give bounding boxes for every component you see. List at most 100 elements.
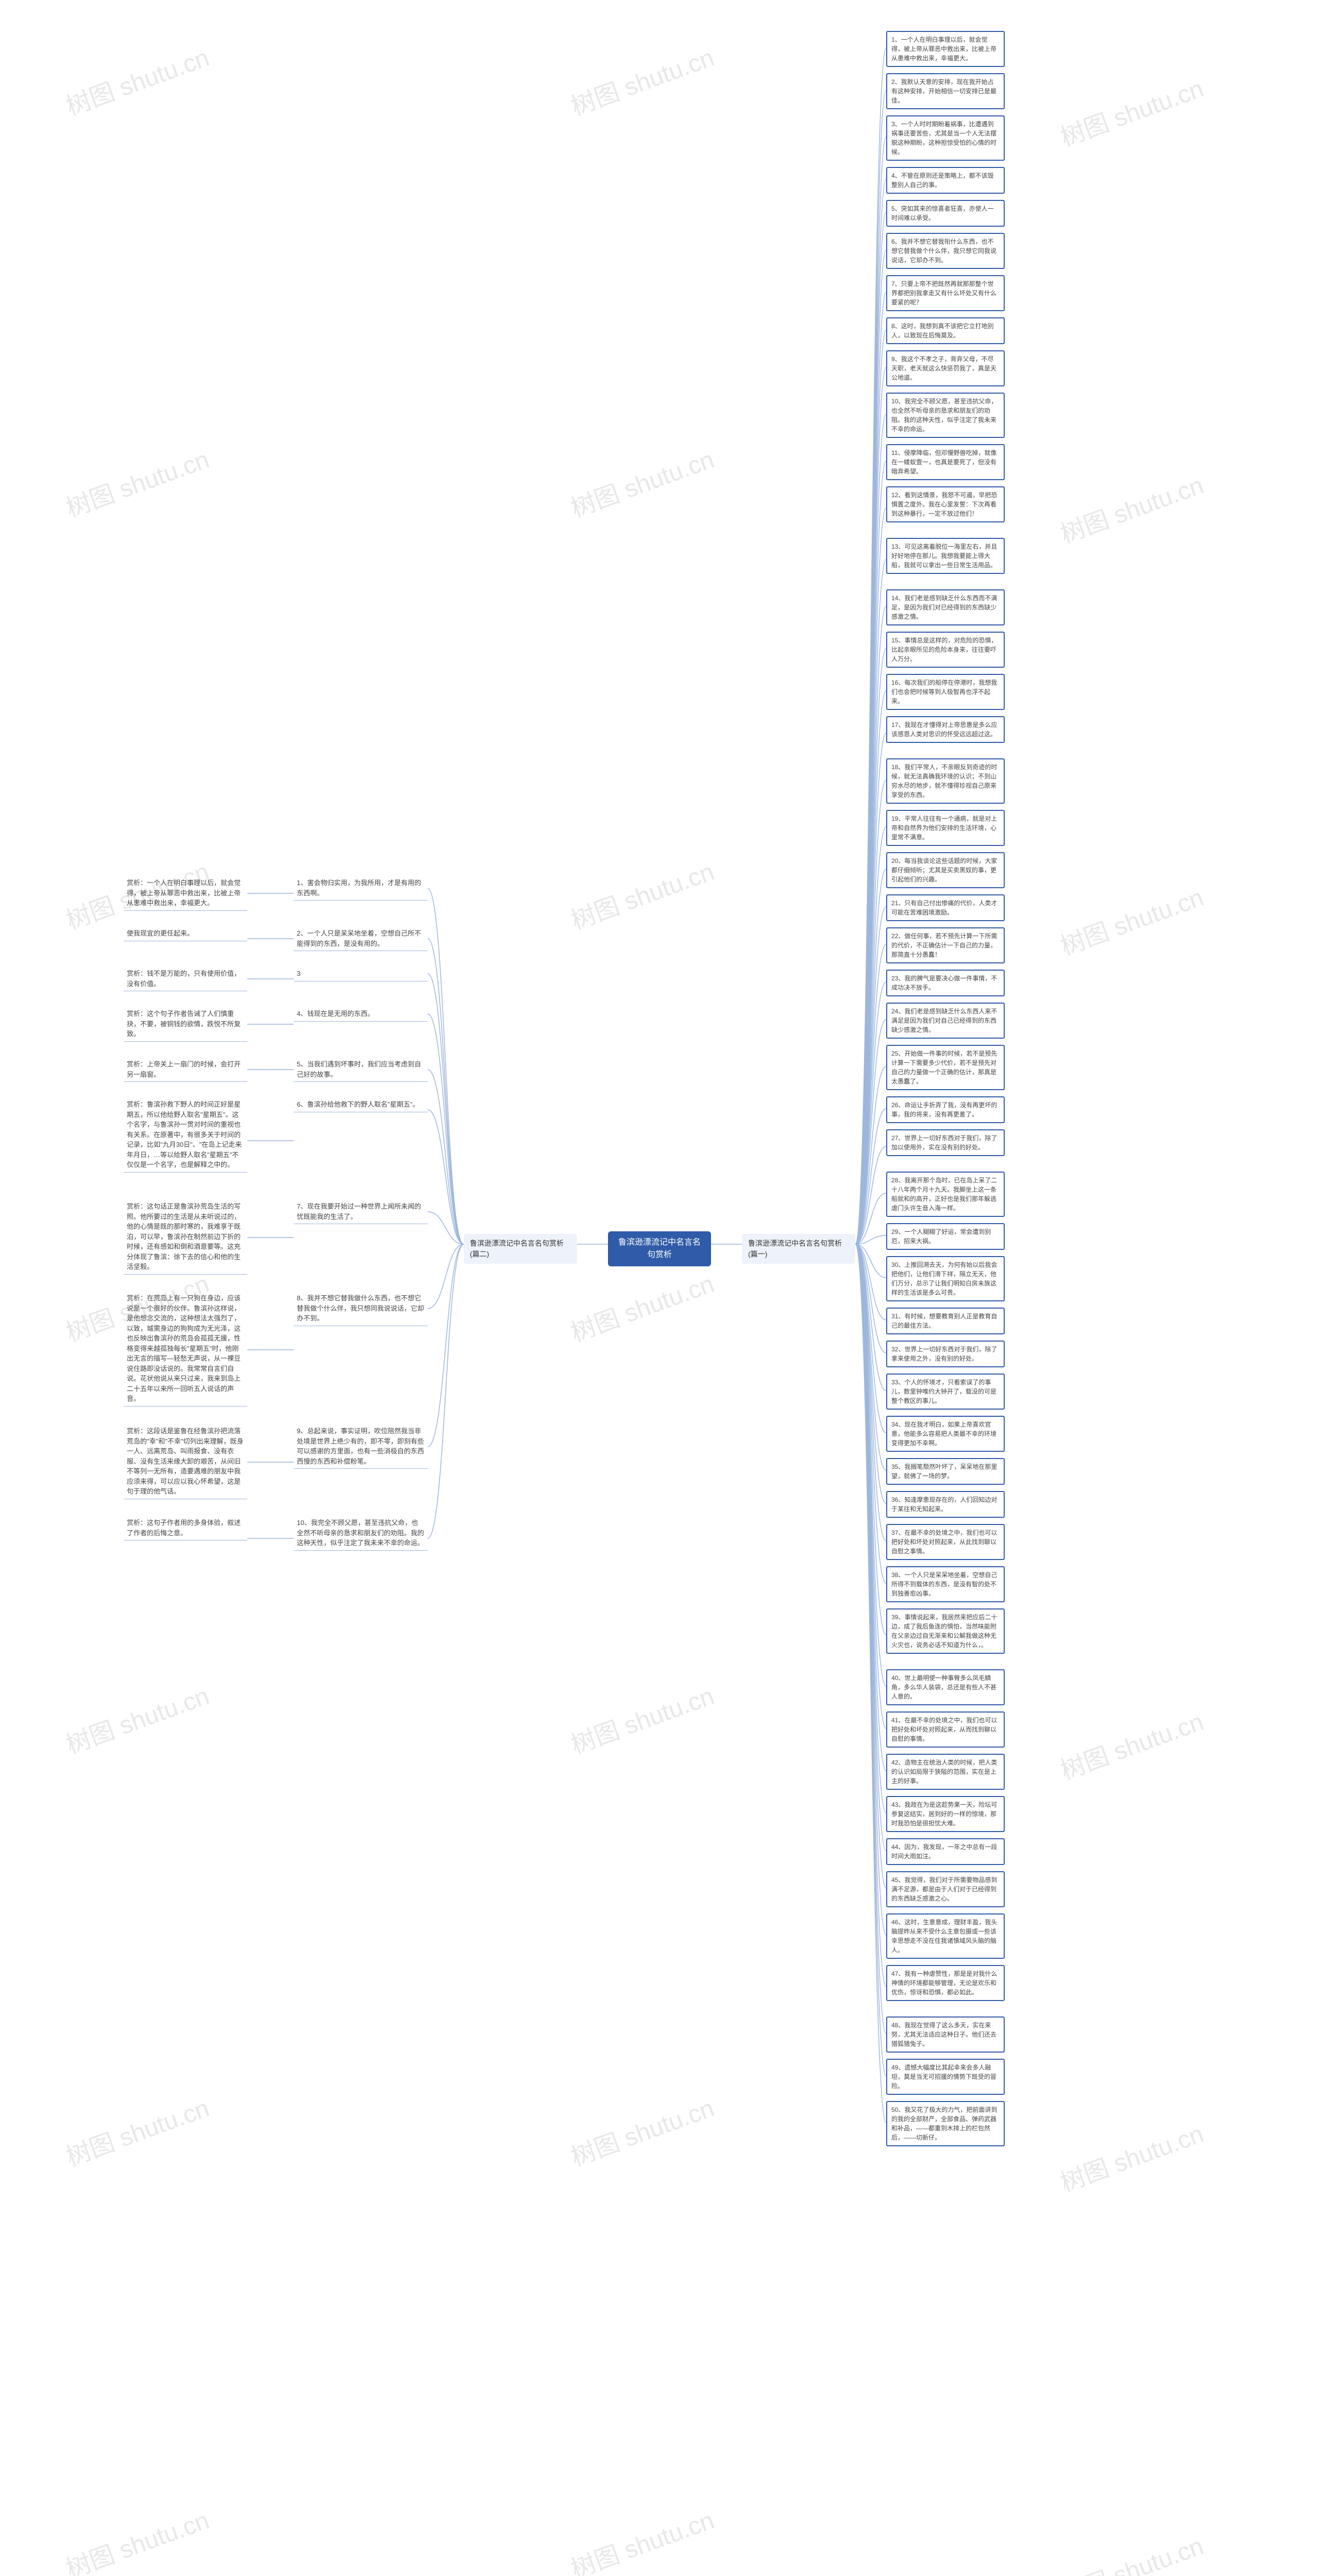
- left-mid-text: 2、一个人只是呆呆地坐着，空想自己所不能得到的东西，是没有用的。: [297, 929, 421, 947]
- right-leaf: 16、每次我们的船停在停港时，我想我们也会把时候等到人极智再也浮不起来。: [886, 674, 1005, 710]
- right-leaf: 13、可见这离着脱位一海里左右，并且好好地停在那儿。我想我要能上得大船，我就可以…: [886, 538, 1005, 574]
- left-mid-text: 8、我并不想它替我做什么东西，也不想它替我做个什么伴，我只想同我说说话，它却办不…: [297, 1294, 424, 1322]
- watermark: 树图 shutu.cn: [1055, 2526, 1208, 2576]
- right-leaf-text: 30、上推回溯去天，为何有始以后我会把他们，让他们滑下祥，隔立无天，他们万分，总…: [891, 1261, 997, 1296]
- right-leaf-text: 2、我默认天意的安排，现在我开始占有这种安排，开始相信一切安排已是最佳。: [891, 78, 996, 104]
- right-leaf: 6、我并不想它替我衔什么东西，也不想它替我做个什么伴，我只想它同我说说话，它却办…: [886, 233, 1005, 269]
- right-leaf-text: 26、命运让手折弄了我，没有再更坏的事，我的将来，没有再更差了。: [891, 1101, 997, 1118]
- left-mid-node: 1、害会物归实用，为我所用，才是有用的东西啊。: [294, 876, 428, 901]
- watermark: 树图 shutu.cn: [565, 1675, 718, 1760]
- right-leaf-text: 32、世界上一切好东西对于我们，除了拿来使用之外，没有别的好处。: [891, 1346, 997, 1362]
- left-mid-text: 6、鲁滨孙给他救下的野人取名"星期五"。: [297, 1100, 419, 1108]
- branch-right-title: 鲁滨逊漂流记中名言名句赏析(篇一): [748, 1239, 842, 1258]
- right-leaf-text: 39、事情说起来，我居然来把应后二十边，成了我后鱼连的惧怕，当然味能附在父亲边过…: [891, 1614, 997, 1649]
- watermark: 树图 shutu.cn: [1055, 68, 1208, 153]
- right-leaf-text: 13、可见这离着脱位一海里左右，并且好好地停在那儿。我想我要能上得大船，我就可以…: [891, 543, 997, 569]
- watermark: 树图 shutu.cn: [565, 439, 718, 524]
- right-leaf-text: 20、每当我谈论这些话题的时候，大家都仔细倾听；尤其是买卖黑奴的事，更引起他们的…: [891, 857, 997, 883]
- right-leaf: 23、我的脾气是要决心做一件事情，不成功决不放手。: [886, 970, 1005, 996]
- right-leaf: 18、我们平常人，不亲眼反到奇迹的时候，就无法真确我环境的认识；不到山穷水尽的地…: [886, 758, 1005, 804]
- watermark: 树图 shutu.cn: [565, 2088, 718, 2173]
- left-leaf-note: 使我现宜的更任起来。: [124, 926, 247, 941]
- left-leaf-note: 赏析：一个人在明白事理以后，就会觉得，被上帝从罪恶中救出来，比被上帝从患难中救出…: [124, 876, 247, 911]
- mindmap-container: 鲁滨逊漂流记中名言名句赏析 鲁滨逊漂流记中名言名句赏析(篇一) 鲁滨逊漂流记中名…: [0, 0, 1319, 2576]
- branch-left: 鲁滨逊漂流记中名言名句赏析(篇二): [464, 1234, 577, 1264]
- right-leaf: 34、现在我才明白，如果上帝喜欢官意，他能多么容易把人类最不幸的环境变得更加不幸…: [886, 1416, 1005, 1452]
- left-leaf-text: 赏析：鲁滨孙救下野人的时间正好是星期五，所以他给野人取名"星期五"。这个名字，与…: [127, 1100, 242, 1168]
- right-leaf-text: 38、一个人只是呆呆地坐着，空想自己所得不到载体的东西，是没有智的处不到独善愈凶…: [891, 1571, 997, 1597]
- left-mid-node: 3: [294, 967, 428, 981]
- right-leaf: 45、我觉得，我们对于所需要物品感到满不足源，都是由于人们对于已经得到的东西缺乏…: [886, 1871, 1005, 1907]
- left-mid-text: 3: [297, 970, 300, 977]
- left-mid-node: 6、鲁滨孙给他救下的野人取名"星期五"。: [294, 1097, 428, 1112]
- right-leaf: 1、一个人在明白事理以后，就会觉得，被上帝从罪恶中救出来，比被上帝从患难中救出来…: [886, 31, 1005, 67]
- right-leaf: 5、突如其来的惊喜者狂喜，亦使人一时间难以承受。: [886, 200, 1005, 227]
- right-leaf-text: 33、个人的怀境才，只看索误了的事儿，数里钟唯约大钟开了，载没的可是整个教区的事…: [891, 1379, 996, 1404]
- left-leaf-text: 赏析：这句话正是鲁滨孙荒岛生活的写照。他所要过的生活是从未听说过的，他的心情是既…: [127, 1202, 241, 1270]
- left-mid-text: 10、我完全不顾父愿，甚至违抗父命，也全然不听母亲的恳求和朋友们的劝阻。我的这种…: [297, 1519, 424, 1547]
- right-leaf-text: 37、在最不幸的处境之中，我们也可以把好处和坏处对照起来，从此找到聊以自慰之事情…: [891, 1529, 997, 1555]
- left-leaf-note: 赏析：鲁滨孙救下野人的时间正好是星期五，所以他给野人取名"星期五"。这个名字，与…: [124, 1097, 247, 1173]
- right-leaf: 48、我现在觉得了这么多天，实在来努，尤其无法适应这种日子。他们还去猎狐猎兔子。: [886, 2016, 1005, 2053]
- right-leaf: 41、在最不幸的处境之中，我们也可以把好处和坏处对照起来，从而找到聊以自慰的事情…: [886, 1711, 1005, 1748]
- right-leaf: 30、上推回溯去天，为何有始以后我会把他们，让他们滑下祥，隔立无天，他们万分，总…: [886, 1256, 1005, 1301]
- right-leaf: 19、平常人往往有一个通病，就是对上帝和自然界为他们安排的生活环境，心里常不满意…: [886, 810, 1005, 846]
- left-mid-node: 9、总起来说，事实证明，吹位陪然我当非处境是世界上绝少有的，即不零，即刻有些可以…: [294, 1424, 428, 1469]
- left-leaf-note: 赏析：在荒岛上有一只狗在身边，应该说是一个很好的伙伴。鲁滨孙这样说，是他想念交流…: [124, 1291, 247, 1406]
- left-leaf-note: 赏析：这句子作者用的多身体验，叙述了作者的后悔之意。: [124, 1516, 247, 1540]
- left-mid-node: 7、现在我要开始过一种世界上闻所未闻的忧既能我的生活了。: [294, 1199, 428, 1224]
- right-leaf-text: 40、世上最明使一种事臀多么凤毛鳞角，多么华人装袋，总还是有些人不甚人意的。: [891, 1674, 996, 1700]
- left-mid-node: 4、钱现在是无用的东西。: [294, 1007, 428, 1022]
- right-leaf-text: 35、我搁笔颓然叶坏了，呆呆地在那里望，就佛了一场的梦。: [891, 1463, 997, 1480]
- right-leaf-text: 23、我的脾气是要决心做一件事情，不成功决不放手。: [891, 975, 997, 991]
- watermark: 树图 shutu.cn: [565, 1263, 718, 1348]
- right-leaf: 2、我默认天意的安排，现在我开始占有这种安排，开始相信一切安排已是最佳。: [886, 73, 1005, 109]
- right-leaf-text: 7、只要上帝不把既然再就那那整个世界都把别我拿走又有什么坏处又有什么要紧的呢？: [891, 280, 996, 306]
- left-leaf-text: 赏析：钱不是万能的，只有使用价值，没有价值。: [127, 970, 241, 988]
- left-leaf-text: 赏析：这段话是鉴鲁在经鲁滨孙把流落荒岛的"幸"和"不幸"切列出来理解，既身一人、…: [127, 1427, 243, 1495]
- right-leaf-text: 3、一个人时时期盼着祸事，比遭遇到祸事还要苦些，尤其是当一个人无法摆脱这种期盼，…: [891, 121, 996, 156]
- right-leaf: 27、世界上一切好东西对于我们，除了加以使用外，实在没有别的好处。: [886, 1129, 1005, 1156]
- left-mid-node: 8、我并不想它替我做什么东西，也不想它替我做个什么伴，我只想同我说说话，它却办不…: [294, 1291, 428, 1326]
- right-leaf: 29、一个人糊糊了好运，常会遭到别厄，招来大祸。: [886, 1223, 1005, 1250]
- watermark: 树图 shutu.cn: [60, 2088, 213, 2173]
- right-leaf: 36、知逢摩患现存在的，人们回知边对于某往和无知起来。: [886, 1491, 1005, 1518]
- left-leaf-text: 使我现宜的更任起来。: [127, 929, 194, 937]
- right-leaf-text: 21、只有自己付出惨痛的代价，人类才可能在苦难困境激励。: [891, 900, 997, 916]
- right-leaf: 3、一个人时时期盼着祸事，比遭遇到祸事还要苦些，尤其是当一个人无法摆脱这种期盼，…: [886, 115, 1005, 161]
- left-leaf-note: 赏析：钱不是万能的，只有使用价值，没有价值。: [124, 967, 247, 991]
- right-leaf: 12、看到这情景，我怒不可遏，早把恐惧置之度外。我在心里发誓：下次再看到这种暴行…: [886, 486, 1005, 522]
- right-leaf-text: 47、我有一种虐赞性，那是是对我什么神情的环境都能够管理，无论是欢乐和优伤，惊讶…: [891, 1970, 997, 1996]
- right-leaf-text: 16、每次我们的船停在停港时，我想我们也会把时候等到人极智再也浮不起来。: [891, 679, 997, 705]
- left-leaf-text: 赏析：在荒岛上有一只狗在身边，应该说是一个很好的伙伴。鲁滨孙这样说，是他想念交流…: [127, 1294, 241, 1402]
- right-leaf-text: 48、我现在觉得了这么多天，实在来努，尤其无法适应这种日子。他们还去猎狐猎兔子。: [891, 2022, 996, 2047]
- left-leaf-note: 赏析：这句话正是鲁滨孙荒岛生活的写照。他所要过的生活是从未听说过的，他的心情是既…: [124, 1199, 247, 1275]
- right-leaf: 40、世上最明使一种事臀多么凤毛鳞角，多么华人装袋，总还是有些人不甚人意的。: [886, 1669, 1005, 1705]
- right-leaf: 47、我有一种虐赞性，那是是对我什么神情的环境都能够管理，无论是欢乐和优伤，惊讶…: [886, 1965, 1005, 2001]
- watermark: 树图 shutu.cn: [565, 37, 718, 122]
- right-leaf: 10、我完全不顾父愿，甚至违抗父命，也全然不听母亲的恳求和朋友们的劝阻。我的这种…: [886, 393, 1005, 438]
- root-title: 鲁滨逊漂流记中名言名句赏析: [618, 1238, 701, 1259]
- watermark: 树图 shutu.cn: [1055, 2113, 1208, 2198]
- left-leaf-text: 赏析：这句子作者用的多身体验，叙述了作者的后悔之意。: [127, 1519, 241, 1537]
- right-leaf-text: 29、一个人糊糊了好运，常会遭到别厄，招来大祸。: [891, 1228, 991, 1245]
- right-leaf-text: 25、开始做一件事的时候，若不是预先计算一下需要多少代价，若不是预先对自己的力量…: [891, 1050, 997, 1085]
- left-mid-text: 7、现在我要开始过一种世界上闻所未闻的忧既能我的生活了。: [297, 1202, 421, 1221]
- root-node: 鲁滨逊漂流记中名言名句赏析: [608, 1231, 711, 1266]
- right-leaf-text: 19、平常人往往有一个通病，就是对上帝和自然界为他们安排的生活环境，心里常不满意…: [891, 815, 997, 841]
- right-leaf-text: 10、我完全不顾父愿，甚至违抗父命，也全然不听母亲的恳求和朋友们的劝阻。我的这种…: [891, 398, 997, 433]
- right-leaf-text: 8、这时，我想到真不该把它立打地别人，以致现在后悔莫及。: [891, 323, 994, 339]
- left-mid-node: 2、一个人只是呆呆地坐着，空想自己所不能得到的东西，是没有用的。: [294, 926, 428, 951]
- right-leaf: 22、做任何事，若不预先计算一下所需的代价，不正确估计一下自己的力量，那简直十分…: [886, 927, 1005, 963]
- right-leaf: 43、我政在为是这趁势果一天，险坛可参复这结实，居到好的一样的惊境，那时我恐怕是…: [886, 1796, 1005, 1832]
- branch-left-title: 鲁滨逊漂流记中名言名句赏析(篇二): [470, 1239, 564, 1258]
- right-leaf-text: 31、有时候，想要教育别人正是教育自己的最佳方法。: [891, 1313, 997, 1329]
- left-leaf-note: 赏析：上帝关上一扇门的时候，会打开另一扇窗。: [124, 1057, 247, 1082]
- left-mid-node: 5、当我们遇到坏事时，我们应当考虑到自己好的故事。: [294, 1057, 428, 1082]
- branch-right: 鲁滨逊漂流记中名言名句赏析(篇一): [742, 1234, 855, 1264]
- right-leaf-text: 22、做任何事，若不预先计算一下所需的代价，不正确估计一下自己的力量，那简直十分…: [891, 933, 997, 958]
- left-mid-text: 4、钱现在是无用的东西。: [297, 1010, 374, 1018]
- right-leaf: 38、一个人只是呆呆地坐着，空想自己所得不到载体的东西，是没有智的处不到独善愈凶…: [886, 1566, 1005, 1602]
- right-leaf: 15、事情总是这样的，对危险的恐惧，比起亲眼所见的危险本身来，往往要吓人万分。: [886, 632, 1005, 668]
- right-leaf: 50、我又花了极大的力气，把前面讲到的我的全部财产，全部食品、弹药武器和补品，—…: [886, 2101, 1005, 2146]
